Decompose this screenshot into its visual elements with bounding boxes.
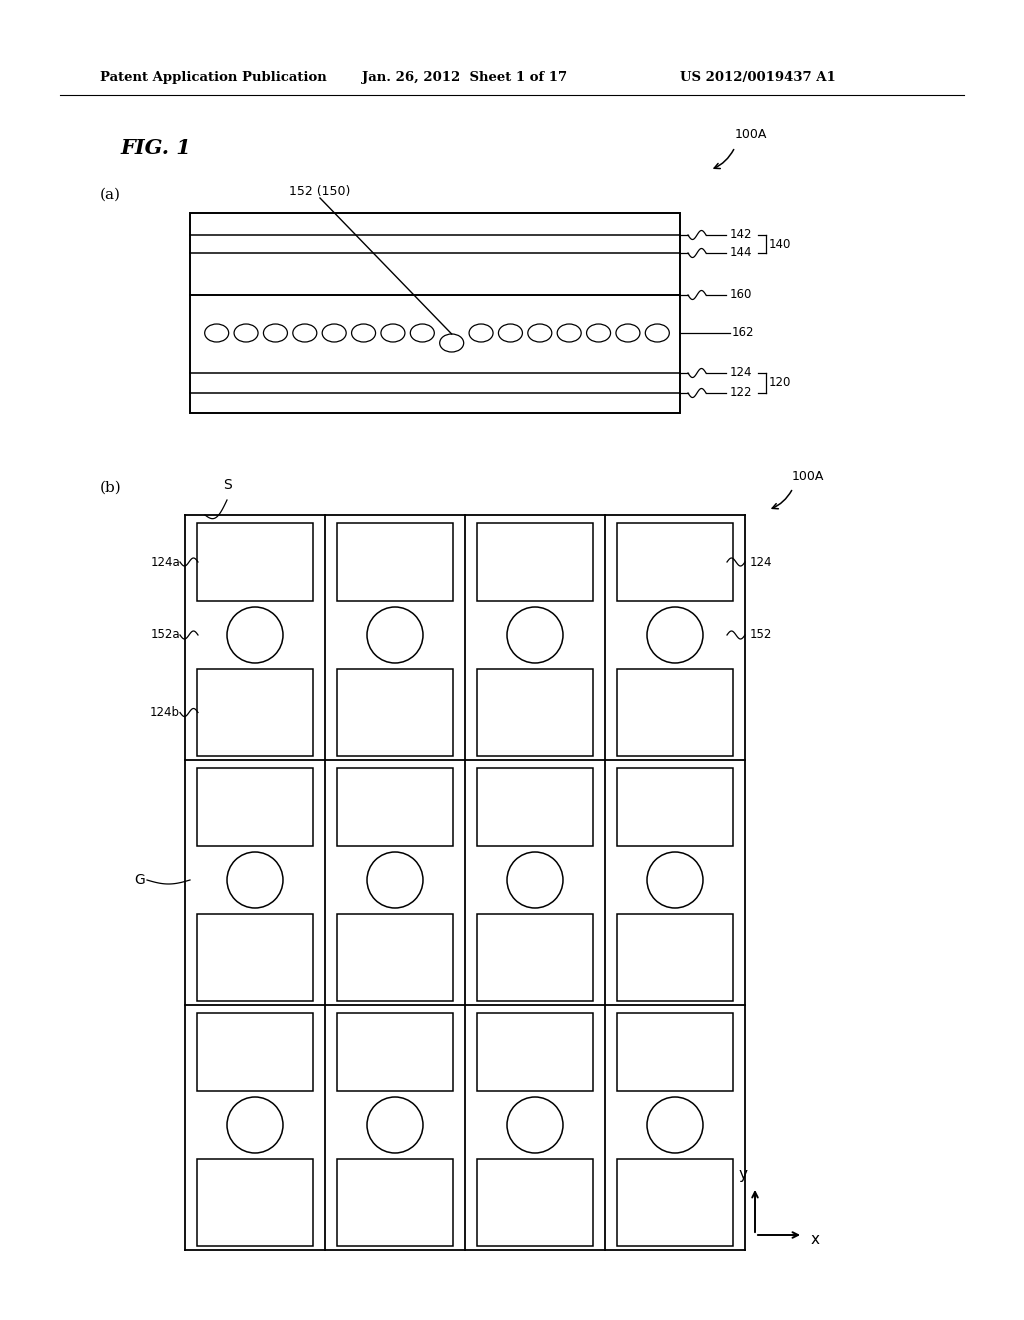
Bar [197,913,313,1001]
Bar [617,768,733,846]
Bar [477,669,593,756]
Bar [477,1012,593,1092]
Text: 160: 160 [730,289,753,301]
Text: 144: 144 [730,247,753,260]
Bar [477,523,593,601]
Bar [617,1012,733,1092]
Bar [617,523,733,601]
Text: 100A: 100A [792,470,824,483]
Bar [337,913,453,1001]
Bar [337,1012,453,1092]
Text: x: x [811,1232,820,1246]
Bar [197,768,313,846]
Bar [477,1159,593,1246]
Text: Patent Application Publication: Patent Application Publication [100,71,327,84]
Bar [337,523,453,601]
Text: 120: 120 [769,376,792,389]
Text: 162: 162 [732,326,755,339]
Bar [337,768,453,846]
Text: FIG. 1: FIG. 1 [120,139,190,158]
Text: (b): (b) [100,480,122,495]
Text: 152: 152 [750,628,772,642]
Text: 152 (150): 152 (150) [290,185,350,198]
Text: 122: 122 [730,387,753,400]
Bar [337,1159,453,1246]
Bar [617,913,733,1001]
Bar [190,213,680,413]
Text: 140: 140 [769,238,792,251]
Bar [197,1012,313,1092]
Text: S: S [222,478,231,492]
Text: 124: 124 [730,367,753,380]
Bar [617,1159,733,1246]
Bar [477,913,593,1001]
Text: 124: 124 [750,556,772,569]
Text: (a): (a) [100,187,121,202]
Text: 152a: 152a [151,628,180,642]
Bar [617,669,733,756]
Text: US 2012/0019437 A1: US 2012/0019437 A1 [680,71,836,84]
Bar [197,523,313,601]
Text: 124b: 124b [150,706,180,719]
Text: 124a: 124a [151,556,180,569]
Text: y: y [738,1167,748,1181]
Bar [197,1159,313,1246]
Bar [477,768,593,846]
Bar [197,669,313,756]
Text: 100A: 100A [735,128,767,141]
Text: 142: 142 [730,228,753,242]
Text: G: G [134,873,145,887]
Bar [337,669,453,756]
Text: Jan. 26, 2012  Sheet 1 of 17: Jan. 26, 2012 Sheet 1 of 17 [362,71,567,84]
